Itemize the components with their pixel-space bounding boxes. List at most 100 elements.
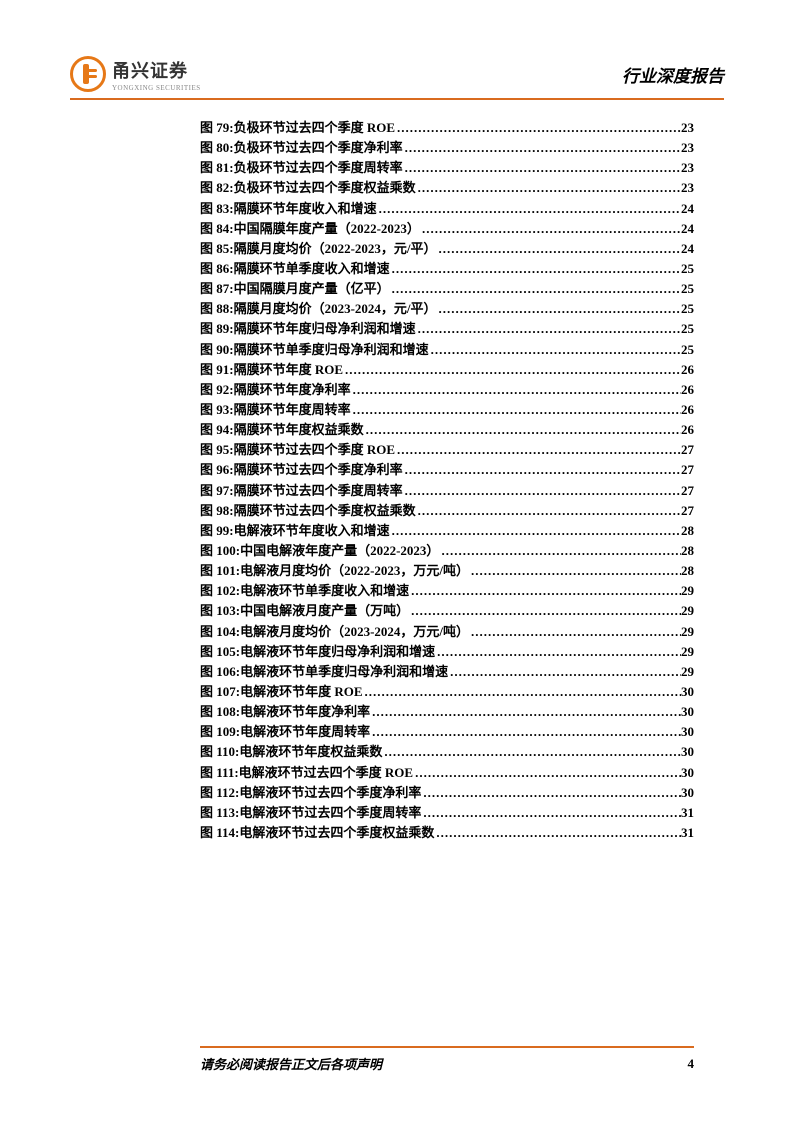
- toc-entry[interactable]: 图 107: 电解液环节年度 ROE30: [200, 682, 694, 702]
- toc-entry-title: 电解液环节单季度收入和增速: [240, 581, 409, 601]
- toc-entry-page: 27: [681, 501, 694, 521]
- toc-entry-page: 27: [681, 481, 694, 501]
- toc-entry[interactable]: 图 97: 隔膜环节过去四个季度周转率27: [200, 481, 694, 501]
- toc-entry-page: 24: [681, 199, 694, 219]
- toc-entry-title: 隔膜环节年度周转率: [234, 400, 351, 420]
- toc-entry[interactable]: 图 113: 电解液环节过去四个季度周转率31: [200, 803, 694, 823]
- toc-entry[interactable]: 图 91: 隔膜环节年度 ROE26: [200, 360, 694, 380]
- toc-entry[interactable]: 图 80: 负极环节过去四个季度净利率23: [200, 138, 694, 158]
- toc-dots: [437, 299, 681, 319]
- toc-entry-title: 隔膜月度均价（2023-2024，元/平）: [234, 299, 437, 319]
- toc-entry-title: 负极环节过去四个季度权益乘数: [234, 178, 416, 198]
- toc-entry-title: 负极环节过去四个季度周转率: [234, 158, 403, 178]
- toc-dots: [395, 440, 681, 460]
- toc-entry-label: 图 105:: [200, 642, 240, 662]
- toc-entry[interactable]: 图 79: 负极环节过去四个季度 ROE23: [200, 118, 694, 138]
- toc-entry-title: 隔膜环节年度收入和增速: [234, 199, 377, 219]
- toc-entry-label: 图 88:: [200, 299, 234, 319]
- toc-entry-label: 图 113:: [200, 803, 239, 823]
- toc-entry-label: 图 110:: [200, 742, 239, 762]
- toc-entry[interactable]: 图 104: 电解液月度均价（2023-2024，万元/吨）29: [200, 622, 694, 642]
- toc-entry[interactable]: 图 105: 电解液环节年度归母净利润和增速29: [200, 642, 694, 662]
- toc-entry[interactable]: 图 109: 电解液环节年度周转率30: [200, 722, 694, 742]
- toc-entry[interactable]: 图 81: 负极环节过去四个季度周转率23: [200, 158, 694, 178]
- toc-entry-page: 23: [681, 178, 694, 198]
- toc-entry[interactable]: 图 92: 隔膜环节年度净利率26: [200, 380, 694, 400]
- page: 甬兴证券 YONGXING SECURITIES 行业深度报告 图 79: 负极…: [0, 0, 794, 1123]
- toc-entry[interactable]: 图 100: 中国电解液年度产量（2022-2023）28: [200, 541, 694, 561]
- toc-entry-label: 图 87:: [200, 279, 234, 299]
- toc-entry-label: 图 84:: [200, 219, 234, 239]
- toc-entry-title: 电解液环节过去四个季度权益乘数: [239, 823, 434, 843]
- toc-entry-title: 隔膜环节过去四个季度 ROE: [234, 440, 395, 460]
- toc-entry-label: 图 112:: [200, 783, 239, 803]
- toc-entry-title: 负极环节过去四个季度净利率: [234, 138, 403, 158]
- toc-entry-label: 图 111:: [200, 763, 239, 783]
- toc-entry[interactable]: 图 95: 隔膜环节过去四个季度 ROE27: [200, 440, 694, 460]
- toc-entry-label: 图 104:: [200, 622, 240, 642]
- toc-entry-page: 24: [681, 219, 694, 239]
- toc-dots: [403, 481, 681, 501]
- toc-dots: [420, 219, 681, 239]
- toc-entry-page: 27: [681, 460, 694, 480]
- toc-entry[interactable]: 图 88: 隔膜月度均价（2023-2024，元/平）25: [200, 299, 694, 319]
- toc-entry-page: 29: [681, 662, 694, 682]
- toc-entry[interactable]: 图 83: 隔膜环节年度收入和增速24: [200, 199, 694, 219]
- toc-entry-label: 图 99:: [200, 521, 234, 541]
- toc-entry-page: 24: [681, 239, 694, 259]
- toc-entry[interactable]: 图 87: 中国隔膜月度产量（亿平）25: [200, 279, 694, 299]
- toc-entry-label: 图 101:: [200, 561, 240, 581]
- toc-entry-title: 隔膜环节过去四个季度净利率: [234, 460, 403, 480]
- toc-entry-label: 图 90:: [200, 340, 234, 360]
- toc-entry[interactable]: 图 86: 隔膜环节单季度收入和增速25: [200, 259, 694, 279]
- toc-entry[interactable]: 图 93: 隔膜环节年度周转率26: [200, 400, 694, 420]
- toc-entry-title: 中国隔膜年度产量（2022-2023）: [234, 219, 420, 239]
- toc-dots: [413, 763, 681, 783]
- toc-entry[interactable]: 图 110: 电解液环节年度权益乘数30: [200, 742, 694, 762]
- toc-entry-page: 25: [681, 279, 694, 299]
- toc-entry[interactable]: 图 101: 电解液月度均价（2022-2023，万元/吨）28: [200, 561, 694, 581]
- toc-entry[interactable]: 图 106: 电解液环节单季度归母净利润和增速29: [200, 662, 694, 682]
- toc-dots: [416, 501, 681, 521]
- toc-entry[interactable]: 图 96: 隔膜环节过去四个季度净利率27: [200, 460, 694, 480]
- toc-entry-page: 25: [681, 259, 694, 279]
- toc-entry[interactable]: 图 98: 隔膜环节过去四个季度权益乘数27: [200, 501, 694, 521]
- toc-dots: [370, 702, 681, 722]
- toc-dots: [429, 340, 681, 360]
- toc-entry[interactable]: 图 85: 隔膜月度均价（2022-2023，元/平）24: [200, 239, 694, 259]
- toc-entry-page: 29: [681, 601, 694, 621]
- toc-dots: [437, 239, 681, 259]
- toc-entry-label: 图 92:: [200, 380, 234, 400]
- toc-entry[interactable]: 图 94: 隔膜环节年度权益乘数26: [200, 420, 694, 440]
- toc-entry-title: 隔膜月度均价（2022-2023，元/平）: [234, 239, 437, 259]
- toc-dots: [395, 118, 681, 138]
- toc-entry-title: 隔膜环节年度权益乘数: [234, 420, 364, 440]
- toc-entry[interactable]: 图 82: 负极环节过去四个季度权益乘数23: [200, 178, 694, 198]
- footer-disclaimer: 请务必阅读报告正文后各项声明: [200, 1054, 382, 1073]
- toc-entry[interactable]: 图 99: 电解液环节年度收入和增速28: [200, 521, 694, 541]
- toc-entry[interactable]: 图 111: 电解液环节过去四个季度 ROE30: [200, 763, 694, 783]
- toc-dots: [409, 601, 681, 621]
- toc-entry[interactable]: 图 89: 隔膜环节年度归母净利润和增速25: [200, 319, 694, 339]
- toc-entry-label: 图 81:: [200, 158, 234, 178]
- toc-entry-page: 25: [681, 340, 694, 360]
- toc-entry[interactable]: 图 103: 中国电解液月度产量（万吨）29: [200, 601, 694, 621]
- logo: 甬兴证券 YONGXING SECURITIES: [70, 56, 201, 92]
- logo-mark-icon: [70, 56, 106, 92]
- toc-entry[interactable]: 图 90: 隔膜环节单季度归母净利润和增速25: [200, 340, 694, 360]
- toc-entry-title: 电解液环节年度收入和增速: [234, 521, 390, 541]
- toc-entry-label: 图 94:: [200, 420, 234, 440]
- toc-dots: [403, 158, 681, 178]
- toc-dots: [469, 622, 681, 642]
- toc-entry[interactable]: 图 102: 电解液环节单季度收入和增速29: [200, 581, 694, 601]
- toc-entry-page: 31: [681, 803, 694, 823]
- toc-entry[interactable]: 图 84: 中国隔膜年度产量（2022-2023） 24: [200, 219, 694, 239]
- toc-entry[interactable]: 图 114: 电解液环节过去四个季度权益乘数31: [200, 823, 694, 843]
- toc-entry-label: 图 89:: [200, 319, 234, 339]
- toc-entry[interactable]: 图 108: 电解液环节年度净利率30: [200, 702, 694, 722]
- toc-entry[interactable]: 图 112: 电解液环节过去四个季度净利率30: [200, 783, 694, 803]
- toc-entry-page: 29: [681, 642, 694, 662]
- toc-entry-title: 隔膜环节年度归母净利润和增速: [234, 319, 416, 339]
- toc-dots: [390, 279, 681, 299]
- toc-dots: [390, 259, 681, 279]
